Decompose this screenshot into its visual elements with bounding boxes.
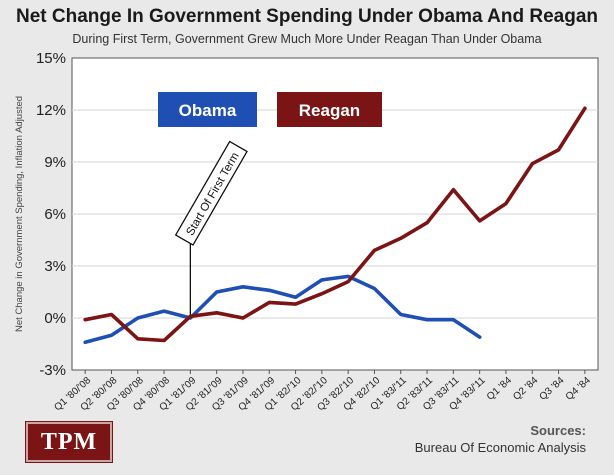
y-tick-label: 0% bbox=[44, 310, 66, 327]
sources-label: Sources: bbox=[530, 423, 586, 438]
y-tick-label: -3% bbox=[39, 362, 66, 379]
x-tick-label: Q1 '84 bbox=[485, 375, 514, 403]
legend-box-obama bbox=[158, 92, 257, 127]
y-tick-label: 12% bbox=[36, 102, 66, 119]
chart-title: Net Change In Government Spending Under … bbox=[15, 6, 599, 27]
legend-label-reagan: Reagan bbox=[299, 101, 360, 120]
chart-subtitle: During First Term, Government Grew Much … bbox=[72, 32, 542, 46]
x-tick-label: Q3 '84 bbox=[538, 375, 567, 403]
x-tick-label: Q2 '84 bbox=[511, 375, 540, 403]
sources-block: Sources: Bureau Of Economic Analysis bbox=[415, 422, 586, 456]
y-tick-label: 15% bbox=[36, 50, 66, 67]
tpm-logo: TPM bbox=[26, 422, 112, 462]
y-tick-label: 9% bbox=[44, 154, 66, 171]
x-tick-label: Q4 '84 bbox=[564, 375, 593, 403]
legend-label-obama: Obama bbox=[179, 101, 237, 120]
series-line-obama bbox=[83, 274, 482, 345]
series-line-reagan bbox=[83, 106, 587, 343]
sources-value: Bureau Of Economic Analysis bbox=[414, 440, 586, 455]
legend-box-reagan bbox=[277, 92, 382, 127]
y-tick-label: 6% bbox=[44, 206, 66, 223]
y-tick-label: 3% bbox=[44, 258, 66, 275]
annotation-box bbox=[174, 140, 248, 246]
y-axis-label: Net Change in Government Spending, Infla… bbox=[14, 96, 25, 332]
